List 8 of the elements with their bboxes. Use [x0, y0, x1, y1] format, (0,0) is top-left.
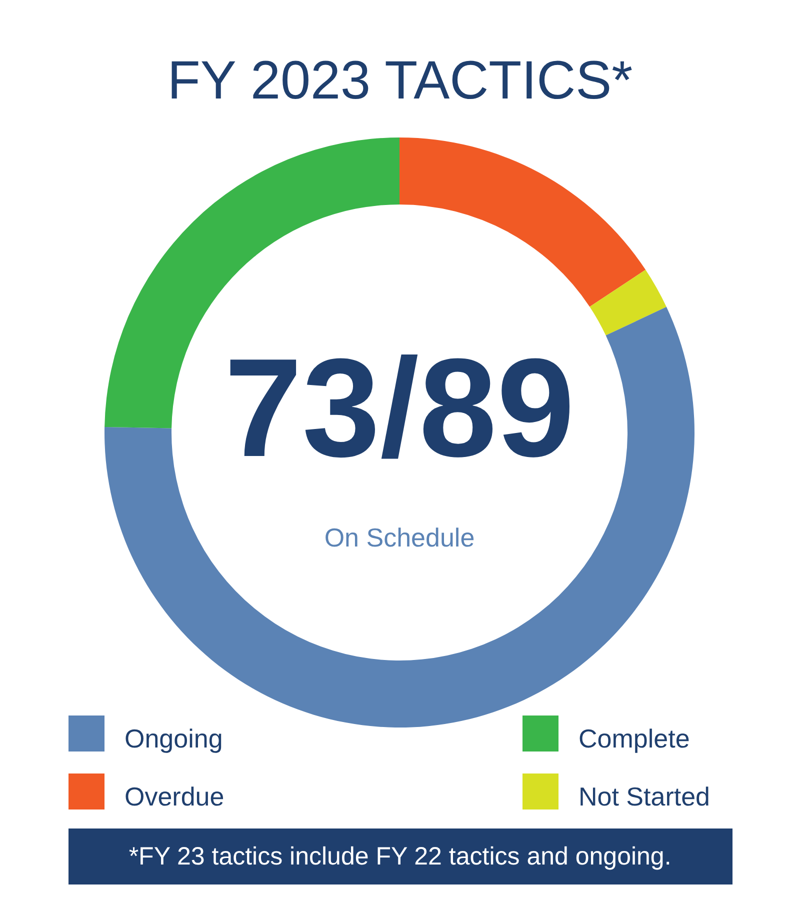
legend-label: Overdue	[124, 782, 224, 812]
legend-label: Ongoing	[124, 724, 223, 754]
text: 73/89	[224, 329, 575, 486]
text: On Schedule	[324, 522, 475, 552]
text: *FY 23 tactics include FY 22 tactics and ongoing.	[128, 842, 672, 870]
legend-label: Complete	[578, 724, 690, 754]
legend-label: Not Started	[578, 782, 710, 812]
chart-title: FY 2023 TACTICS*	[167, 50, 633, 110]
